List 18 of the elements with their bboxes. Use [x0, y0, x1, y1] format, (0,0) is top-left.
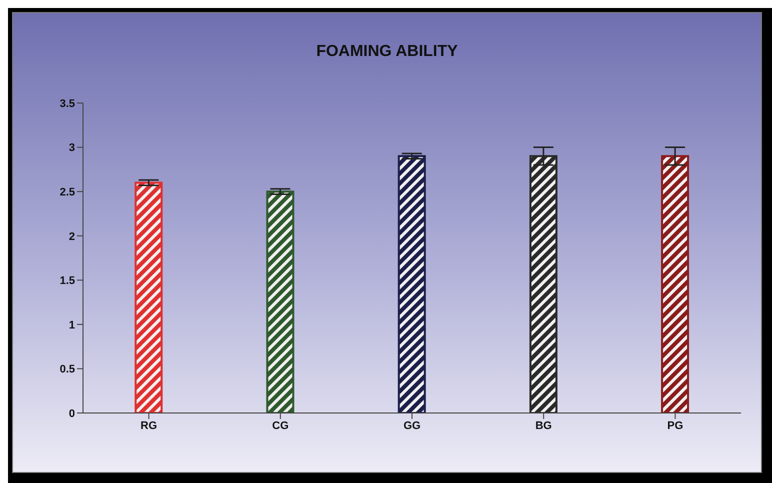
y-tick-label: 1.5 — [60, 275, 75, 288]
x-tick-label: BG — [535, 420, 552, 432]
bar — [134, 182, 163, 413]
y-tick-label: 0.5 — [60, 364, 75, 376]
y-tick-label: 2.5 — [60, 186, 75, 198]
x-tick-label: PG — [667, 420, 684, 432]
y-tick-label: 3 — [68, 142, 75, 154]
y-tick-label: 1 — [68, 319, 75, 332]
y-tick-label: 2 — [68, 230, 75, 243]
x-tick-label: CG — [272, 420, 289, 432]
y-tick-label: 0 — [68, 408, 75, 420]
bar — [661, 155, 690, 413]
x-tick-label: GG — [403, 420, 421, 432]
y-tick-label: 3.5 — [60, 98, 75, 110]
bar — [398, 155, 426, 413]
x-tick-label: RG — [140, 420, 158, 432]
chart-title: FOAMING ABILITY — [315, 43, 459, 61]
bar — [266, 190, 294, 413]
